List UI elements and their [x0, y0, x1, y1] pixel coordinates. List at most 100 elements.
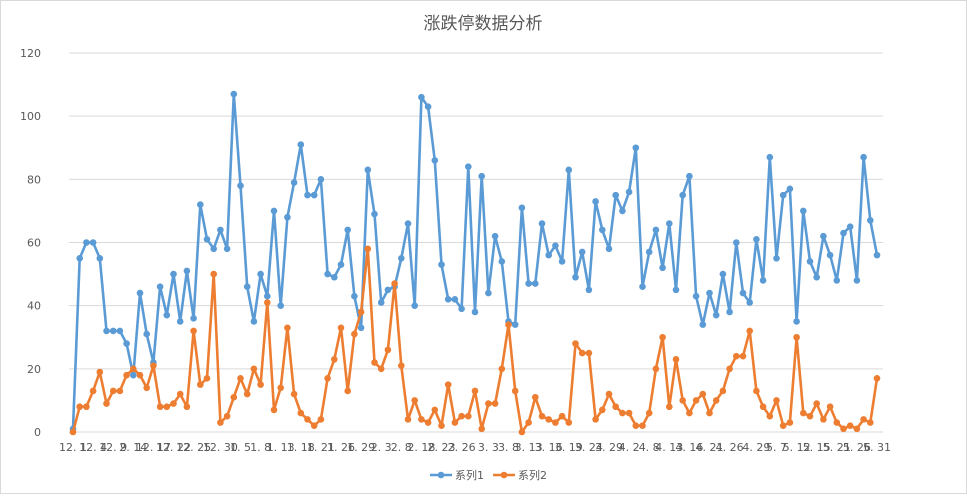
data-point — [558, 258, 566, 265]
data-point — [364, 166, 372, 174]
data-point — [538, 220, 546, 227]
x-tick-label: 2. 3 — [371, 441, 392, 454]
data-point — [170, 400, 177, 407]
data-point — [451, 419, 459, 426]
data-point — [438, 422, 445, 429]
data-point — [257, 381, 264, 388]
x-tick-label: 12. 1 — [59, 441, 87, 454]
data-point — [518, 428, 526, 436]
data-point — [197, 201, 204, 208]
data-point — [659, 333, 666, 341]
data-point — [746, 327, 753, 335]
data-point — [130, 365, 137, 373]
legend-marker-icon — [500, 471, 508, 479]
data-point — [143, 330, 150, 338]
data-point — [800, 409, 807, 417]
data-point — [96, 368, 104, 376]
x-tick-label: 3. 29 — [595, 441, 623, 454]
data-point — [719, 270, 727, 278]
x-tick-label: 3. 8 — [498, 441, 519, 454]
data-point — [552, 419, 559, 426]
data-point — [746, 299, 753, 306]
data-point — [197, 381, 204, 388]
data-point — [123, 371, 130, 379]
data-point — [371, 359, 378, 366]
y-tick-label: 120 — [20, 47, 41, 60]
data-point — [418, 93, 425, 101]
data-point — [511, 321, 519, 328]
x-tick-label: 4. 29 — [742, 441, 770, 454]
data-point — [666, 403, 673, 411]
data-point — [317, 416, 325, 423]
data-point — [471, 308, 479, 316]
data-point — [572, 340, 579, 347]
data-point — [853, 277, 861, 284]
legend: 系列1 系列2 — [430, 468, 547, 482]
x-tick-label: 3. 3 — [478, 441, 499, 454]
x-tick-label: 1. 5 — [230, 441, 251, 454]
data-point — [786, 419, 794, 426]
data-point — [679, 397, 686, 404]
data-point — [109, 327, 117, 335]
data-point — [605, 245, 613, 253]
data-point — [753, 387, 760, 395]
data-point — [739, 352, 747, 360]
x-tick-label: 4. 2 — [619, 441, 640, 454]
x-tick-label: 3. 13 — [515, 441, 543, 454]
data-point — [846, 223, 854, 231]
data-point — [867, 419, 874, 426]
data-point — [357, 308, 365, 316]
x-tick-label: 1. 8 — [250, 441, 271, 454]
data-point — [431, 406, 439, 414]
data-point — [458, 305, 465, 313]
data-point — [377, 365, 385, 373]
x-tick-label: 4. 13 — [655, 441, 683, 454]
data-point — [592, 198, 599, 205]
data-point — [465, 163, 472, 170]
data-point — [69, 428, 77, 436]
data-point — [89, 387, 97, 395]
data-point — [779, 422, 787, 429]
data-point — [666, 220, 673, 227]
data-point — [83, 403, 90, 411]
y-tick-label: 20 — [27, 363, 41, 376]
data-point — [532, 280, 539, 287]
data-point — [237, 182, 244, 189]
data-point — [277, 302, 285, 309]
data-point — [518, 204, 526, 212]
data-point — [645, 409, 653, 417]
data-point — [625, 188, 633, 196]
data-point — [357, 324, 365, 332]
x-tick-label: 3. 19 — [555, 441, 583, 454]
data-point — [103, 327, 110, 335]
data-point — [290, 390, 298, 398]
series-line — [71, 92, 879, 431]
data-point — [351, 330, 358, 338]
data-point — [163, 403, 171, 411]
data-point — [143, 384, 150, 392]
data-point — [692, 292, 700, 300]
data-point — [706, 409, 713, 417]
data-point — [632, 422, 640, 429]
data-point — [773, 397, 780, 404]
data-point — [625, 409, 633, 417]
data-point — [176, 390, 184, 398]
data-point — [136, 371, 144, 379]
data-point — [485, 400, 492, 407]
data-point — [290, 179, 298, 186]
data-point — [552, 242, 559, 249]
data-point — [377, 299, 385, 306]
data-point — [719, 387, 727, 395]
data-point — [190, 327, 197, 335]
data-point — [130, 371, 137, 379]
x-tick-label: 2. 8 — [391, 441, 412, 454]
data-point — [223, 245, 231, 253]
data-point — [733, 239, 740, 246]
data-point — [424, 103, 432, 110]
data-point — [478, 172, 486, 180]
data-point — [237, 375, 244, 382]
data-point — [170, 270, 177, 278]
y-tick-label: 0 — [34, 426, 41, 439]
data-point — [310, 191, 318, 199]
